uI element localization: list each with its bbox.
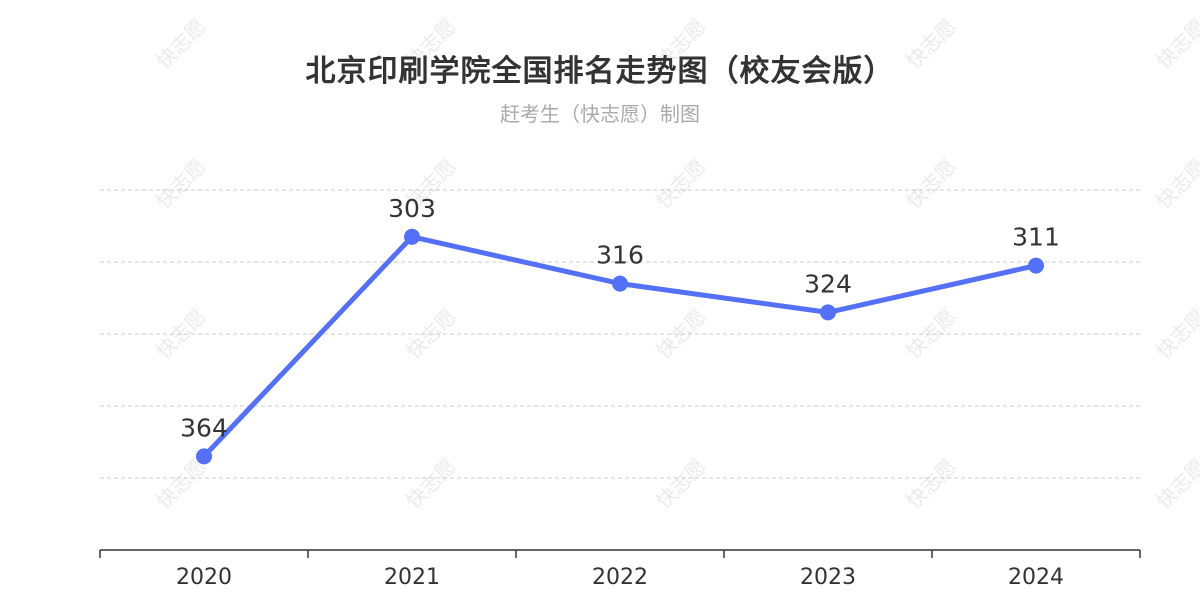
- x-tick-label: 2021: [384, 565, 440, 590]
- data-point: [404, 228, 420, 245]
- data-label: 364: [180, 413, 228, 442]
- data-point: [196, 448, 212, 465]
- x-tick-label: 2022: [592, 565, 648, 590]
- chart-title: 北京印刷学院全国排名走势图（校友会版）: [305, 54, 895, 89]
- x-tick-label: 2023: [800, 565, 856, 590]
- data-label: 303: [388, 194, 436, 223]
- series-line: [201, 234, 1039, 459]
- data-label: 324: [804, 269, 852, 298]
- data-label: 311: [1012, 223, 1060, 252]
- x-tick-label: 2020: [176, 565, 232, 590]
- data-point: [820, 304, 836, 321]
- x-tick-label: 2024: [1008, 565, 1064, 590]
- chart-subtitle: 赶考生（快志愿）制图: [500, 102, 700, 126]
- data-point: [612, 275, 628, 292]
- data-label: 316: [596, 241, 644, 270]
- data-point: [1028, 257, 1044, 274]
